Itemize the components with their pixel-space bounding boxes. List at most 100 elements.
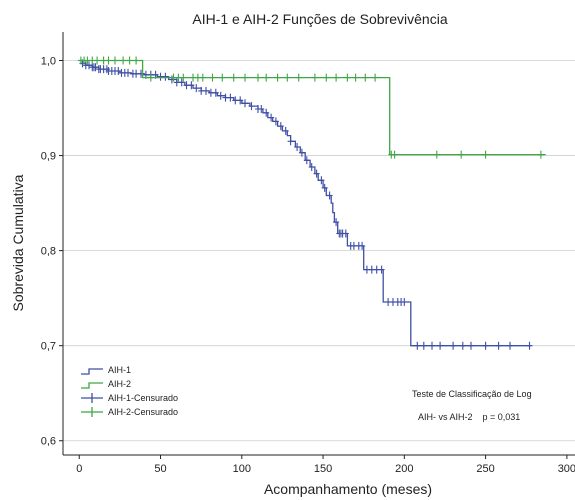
censored-mark <box>272 117 279 126</box>
censored-mark <box>92 63 99 72</box>
censored-mark <box>321 183 328 192</box>
censored-mark <box>429 341 435 350</box>
axes: 0,6 0,7 0,8 0,9 1,0 0 50 100 150 200 250 300 <box>41 32 575 475</box>
gridlines <box>63 60 575 442</box>
legend: AIH-1 AIH-2 AIH-1-Censurado AIH-2-Censur… <box>81 365 178 417</box>
censored-mark <box>242 99 248 108</box>
censored-mark <box>237 96 244 105</box>
legend-label: AIH-1 <box>108 365 131 375</box>
censored-mark <box>147 73 154 82</box>
series-layer <box>77 56 546 350</box>
censored-mark <box>209 73 216 82</box>
logrank-test-title: Teste de Classificação de Log <box>412 389 532 399</box>
censored-mark <box>433 150 440 159</box>
censored-mark <box>437 341 444 350</box>
censored-mark <box>193 84 200 93</box>
censored-mark <box>120 56 127 65</box>
censored-mark <box>133 56 140 65</box>
x-tick-label: 0 <box>76 463 82 475</box>
censored-mark <box>342 229 349 238</box>
x-tick-label: 250 <box>476 463 494 475</box>
censored-mark <box>162 72 169 81</box>
censored-mark <box>274 73 281 82</box>
censored-mark <box>282 126 289 135</box>
censored-mark <box>287 137 294 146</box>
censored-mark <box>308 163 315 171</box>
censored-mark <box>105 56 112 65</box>
y-tick-label: 0,8 <box>41 246 56 258</box>
censored-mark <box>303 156 310 165</box>
censored-mark <box>313 169 320 178</box>
censored-mark <box>217 91 224 100</box>
censored-mark <box>212 88 219 97</box>
x-tick-label: 100 <box>233 463 251 475</box>
censored-mark <box>263 108 270 117</box>
legend-step-icon <box>81 382 103 389</box>
y-axis-label: Sobrevida Cumulativa <box>10 174 26 311</box>
censored-mark <box>230 73 237 82</box>
x-tick-label: 200 <box>395 463 413 475</box>
censored-mark <box>199 73 206 82</box>
censored-mark <box>372 73 379 82</box>
censored-mark <box>420 341 427 350</box>
logrank-test-result: AIH- vs AIH-2 p = 0,031 <box>418 412 520 422</box>
legend-item-aih1: AIH-1 <box>81 365 131 375</box>
censored-mark <box>482 150 489 159</box>
censored-mark <box>401 298 408 306</box>
legend-cross-icon <box>81 393 103 403</box>
y-tick-label: 0,7 <box>41 341 56 353</box>
censored-mark <box>323 73 330 82</box>
censored-mark <box>458 150 465 159</box>
censored-mark <box>178 78 185 87</box>
censored-mark <box>344 73 351 82</box>
series-aih-2 <box>77 56 546 159</box>
censored-mark <box>268 113 275 122</box>
legend-label: AIH-2 <box>108 379 131 389</box>
censored-mark <box>311 73 318 82</box>
legend-cross-icon <box>81 407 103 417</box>
censored-mark <box>333 73 340 82</box>
censored-mark <box>333 218 340 227</box>
censored-mark <box>294 143 301 151</box>
censored-mark <box>284 73 291 82</box>
censored-mark <box>188 81 195 90</box>
censored-mark <box>94 56 101 65</box>
censored-mark <box>219 73 226 82</box>
censored-mark <box>362 73 369 82</box>
censored-mark <box>203 86 209 95</box>
censored-mark <box>537 150 544 159</box>
censored-mark <box>352 73 359 82</box>
chart-title: AIH-1 e AIH-2 Funções de Sobrevivência <box>192 11 447 27</box>
legend-step-icon <box>81 368 103 375</box>
censored-mark <box>459 341 466 350</box>
censored-mark <box>115 67 122 75</box>
censored-mark <box>495 341 502 350</box>
y-tick-label: 1,0 <box>41 56 56 68</box>
y-tick-label: 0,6 <box>41 436 56 448</box>
censored-mark <box>126 56 133 65</box>
y-tick-label: 0,9 <box>41 151 56 163</box>
legend-label: AIH-2-Censurado <box>108 407 178 417</box>
censored-mark <box>86 61 92 70</box>
censored-mark <box>482 341 489 350</box>
legend-item-aih2-censored: AIH-2-Censurado <box>81 407 178 417</box>
legend-item-aih1-censored: AIH-1-Censurado <box>81 393 178 403</box>
censored-mark <box>468 341 474 350</box>
censored-mark <box>180 73 187 82</box>
censored-mark <box>326 191 333 200</box>
censored-mark <box>359 241 366 250</box>
censored-mark <box>258 105 265 113</box>
censored-mark <box>298 148 305 157</box>
x-tick-label: 300 <box>558 463 575 475</box>
x-axis-label: Acompanhamento (meses) <box>264 481 432 497</box>
censored-mark <box>277 122 284 131</box>
censored-mark <box>450 341 457 350</box>
censored-mark <box>227 93 234 102</box>
censored-mark <box>242 73 248 82</box>
censored-mark <box>318 176 325 185</box>
censored-mark <box>112 56 118 65</box>
censored-mark <box>414 341 421 350</box>
x-tick-label: 150 <box>314 463 332 475</box>
